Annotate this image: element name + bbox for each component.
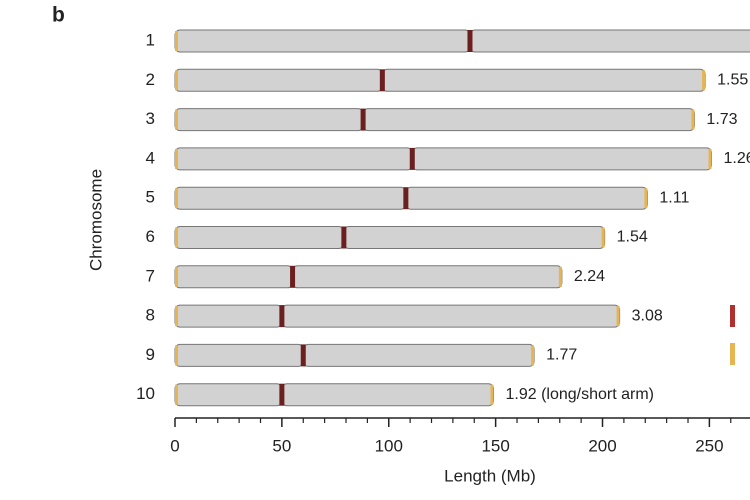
short-arm xyxy=(174,68,383,92)
ratio-label: 1.77 xyxy=(546,347,577,364)
centromere xyxy=(467,30,473,52)
telomere xyxy=(175,109,178,130)
centromere xyxy=(409,147,415,170)
short-arm xyxy=(174,29,471,53)
long-arm xyxy=(405,186,648,210)
ratio-label: 1.92 (long/short arm) xyxy=(505,386,654,403)
telomere xyxy=(175,384,178,405)
long-arm xyxy=(381,68,706,92)
telomere xyxy=(691,109,695,130)
ratio-label: 1.73 xyxy=(706,111,737,128)
telomere xyxy=(558,266,562,287)
centromere xyxy=(379,69,385,92)
centromere xyxy=(279,305,285,328)
x-tick-label: 250 xyxy=(695,436,723,455)
telomere xyxy=(531,345,535,366)
telomere xyxy=(601,227,605,248)
long-arm xyxy=(281,304,621,328)
x-tick-label: 150 xyxy=(481,436,509,455)
y-tick-label: 2 xyxy=(146,70,155,89)
short-arm xyxy=(174,226,345,249)
y-tick-label: 6 xyxy=(146,227,155,246)
short-arm xyxy=(174,304,283,328)
ratio-label: 2.24 xyxy=(574,268,605,285)
telomere xyxy=(175,70,178,91)
x-tick-label: 0 xyxy=(170,436,179,455)
y-tick-label: 9 xyxy=(146,345,155,364)
long-arm xyxy=(362,108,695,132)
x-tick-label: 100 xyxy=(375,436,403,455)
long-arm xyxy=(292,265,563,289)
legend-telomere-swatch xyxy=(730,343,735,365)
x-tick-label: 50 xyxy=(272,436,291,455)
x-axis-title: Length (Mb) xyxy=(444,466,536,485)
telomere xyxy=(175,148,178,169)
ratio-label: 1.11 xyxy=(659,189,689,206)
y-tick-label: 5 xyxy=(146,188,155,207)
telomere xyxy=(175,31,178,51)
centromere xyxy=(360,108,366,131)
telomere xyxy=(175,188,178,209)
telomere xyxy=(175,306,178,327)
telomere xyxy=(708,148,712,169)
telomere xyxy=(702,70,706,91)
long-arm xyxy=(411,147,713,171)
ratio-label: 3.08 xyxy=(632,307,663,324)
y-tick-label: 10 xyxy=(136,384,155,403)
ratio-label: 1.26 xyxy=(724,150,750,167)
short-arm xyxy=(174,343,304,367)
centromere xyxy=(279,383,285,406)
panel-label: b xyxy=(52,4,65,27)
short-arm xyxy=(174,147,413,171)
y-tick-label: 8 xyxy=(146,306,155,325)
telomere xyxy=(616,306,620,327)
long-arm xyxy=(469,29,750,53)
x-tick-label: 200 xyxy=(588,436,616,455)
long-arm xyxy=(281,383,494,407)
telomere xyxy=(490,384,494,405)
long-arm xyxy=(302,343,535,367)
y-tick-label: 1 xyxy=(146,30,155,49)
short-arm xyxy=(174,383,283,407)
y-axis-title: Chromosome xyxy=(86,169,105,271)
centromere xyxy=(341,226,347,249)
centromere xyxy=(300,344,306,367)
y-tick-label: 4 xyxy=(146,148,155,167)
y-tick-label: 7 xyxy=(146,266,155,285)
y-tick-label: 3 xyxy=(146,109,155,128)
telomere xyxy=(175,266,178,287)
legend-centromere-swatch xyxy=(730,305,735,327)
long-arm xyxy=(343,226,606,249)
centromere xyxy=(403,187,409,210)
ratio-label: 1.54 xyxy=(617,229,648,246)
short-arm xyxy=(174,265,294,289)
telomere xyxy=(644,188,648,209)
telomere xyxy=(175,345,178,366)
telomere xyxy=(175,227,178,248)
centromere xyxy=(290,265,296,288)
short-arm xyxy=(174,186,407,210)
ratio-label: 1.55 xyxy=(717,72,748,89)
short-arm xyxy=(174,108,364,132)
